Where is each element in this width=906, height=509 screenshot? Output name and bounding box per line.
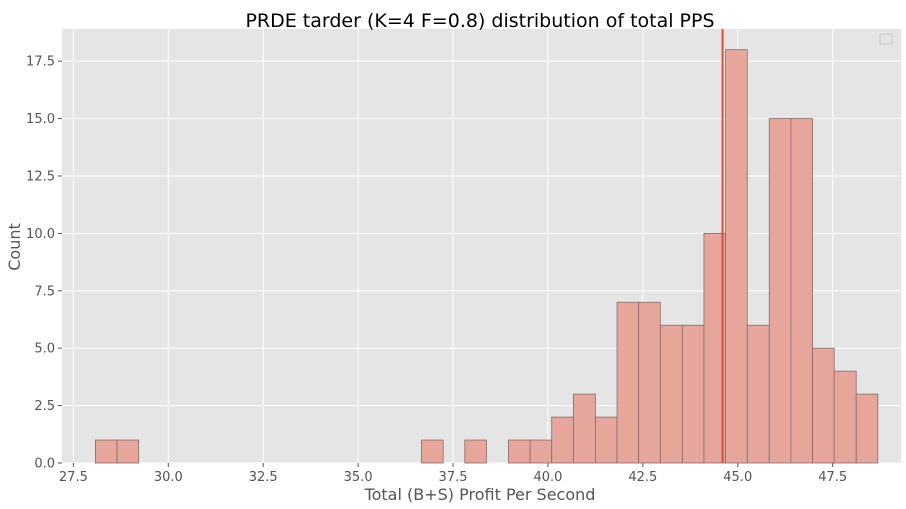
histogram-bar: [572, 393, 596, 464]
histogram-bar: [116, 439, 140, 464]
y-tick-label: 2.5: [34, 399, 55, 414]
x-tick-label: 40.0: [533, 470, 562, 485]
histogram-bar: [681, 324, 705, 464]
histogram-bar: [833, 370, 857, 464]
y-tick-label: 5.0: [34, 342, 55, 357]
y-axis-label: Count: [5, 223, 24, 271]
x-tick-label: 27.5: [59, 470, 88, 485]
histogram-bars: [95, 49, 879, 464]
x-tick-label: 42.5: [628, 470, 657, 485]
histogram-bar: [725, 49, 748, 464]
legend-box: [879, 33, 893, 45]
histogram-bar: [768, 118, 792, 464]
x-tick-label: 45.0: [723, 470, 752, 485]
histogram-bar: [464, 439, 487, 464]
histogram-bar: [551, 416, 574, 464]
y-tick-label: 10.0: [26, 227, 55, 242]
histogram-bar: [659, 324, 683, 464]
histogram-bar: [812, 347, 835, 464]
x-tick-label: 35.0: [344, 470, 373, 485]
x-tick-label: 37.5: [439, 470, 468, 485]
histogram-bar: [790, 118, 813, 464]
histogram-bar: [95, 439, 118, 464]
y-tick-label: 15.0: [26, 112, 55, 127]
histogram-bar: [421, 439, 444, 464]
histogram-bar: [746, 324, 770, 464]
y-tick-label: 17.5: [26, 55, 55, 70]
histogram-bar: [638, 301, 661, 464]
x-axis-ticks: 27.5 30.0 32.5 35.0 37.5 40.0 42.5 45.0 47.5: [59, 463, 847, 485]
histogram-bar: [594, 416, 618, 464]
y-tick-label: 7.5: [34, 284, 55, 299]
y-tick-label: 12.5: [26, 169, 55, 184]
chart-title: PRDE tarder (K=4 F=0.8) distribution of …: [245, 10, 714, 32]
x-tick-label: 47.5: [818, 470, 847, 485]
x-tick-label: 30.0: [154, 470, 183, 485]
y-tick-label: 0.0: [34, 457, 55, 472]
x-tick-label: 32.5: [249, 470, 278, 485]
x-axis-label: Total (B+S) Profit Per Second: [364, 485, 596, 504]
histogram-bar: [529, 439, 553, 464]
y-axis-ticks: 0.0 2.5 5.0 7.5 10.0 12.5 15.0 17.5: [26, 55, 62, 472]
histogram-bar: [616, 301, 640, 464]
histogram-bar: [508, 439, 531, 464]
histogram-bar: [855, 393, 879, 464]
